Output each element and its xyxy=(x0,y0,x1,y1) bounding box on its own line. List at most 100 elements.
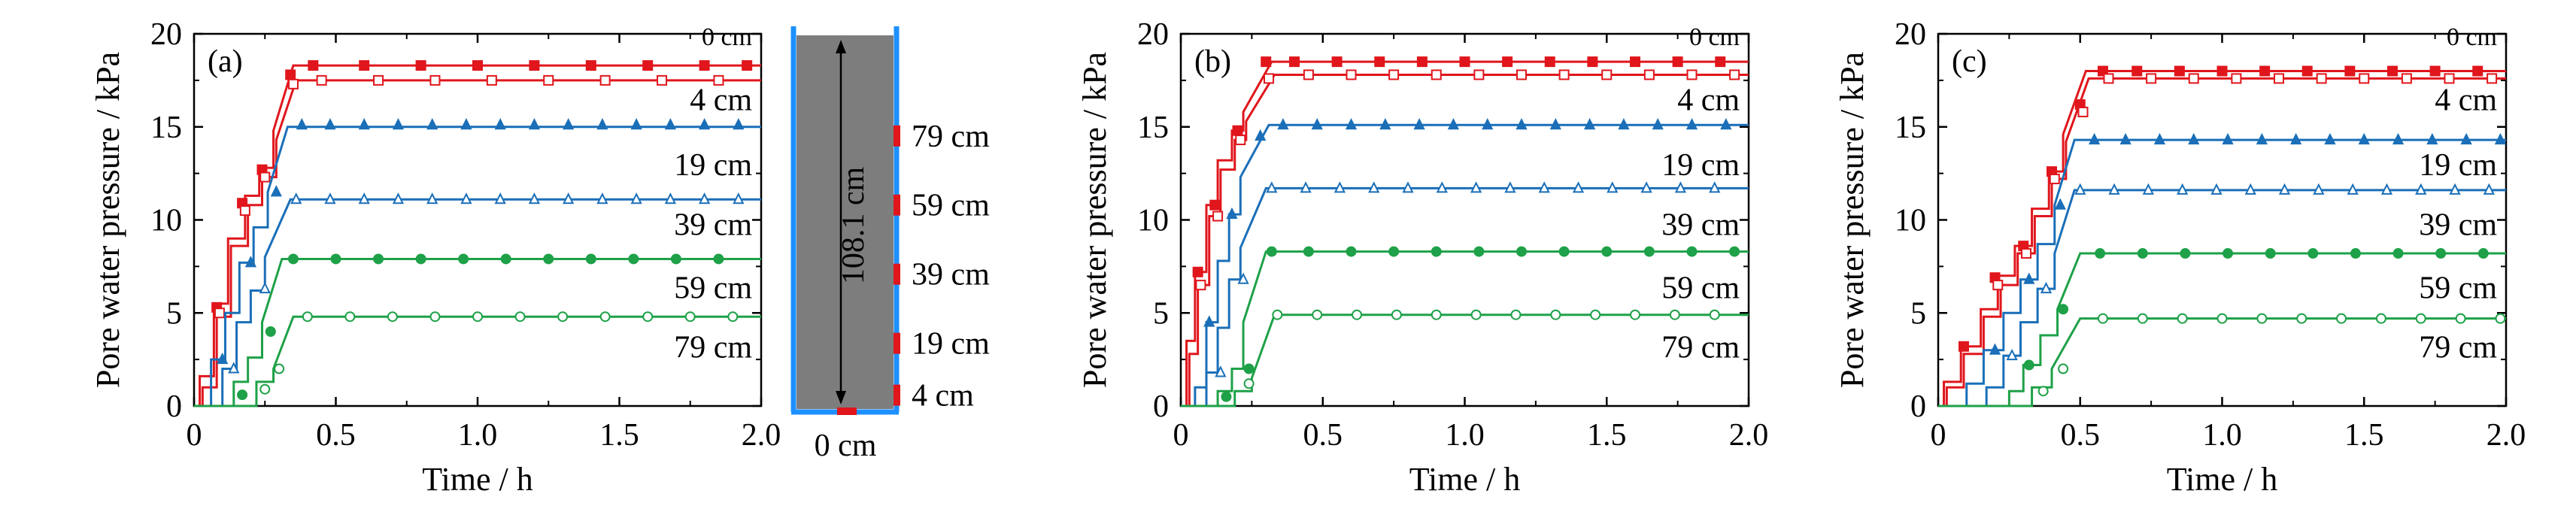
triangle-filled-marker xyxy=(2392,132,2405,145)
circle-open-marker xyxy=(642,311,654,323)
bottom-sensor-label: 0 cm xyxy=(815,429,877,463)
series-4-cm xyxy=(1181,69,1749,407)
square-open-marker xyxy=(429,74,441,86)
triangle-filled-marker xyxy=(296,118,308,130)
triangle-filled-marker xyxy=(2054,198,2066,210)
circle-open-marker xyxy=(302,311,313,323)
circle-filled-marker xyxy=(287,253,299,265)
circle-open-marker xyxy=(1431,309,1442,320)
series-label: 79 cm xyxy=(674,331,752,365)
circle-filled-marker xyxy=(2223,248,2234,259)
triangle-filled-marker xyxy=(664,118,676,130)
x-tick-label: 2.0 xyxy=(2486,418,2526,453)
circle-open-marker xyxy=(727,311,739,323)
triangle-filled-marker xyxy=(1652,118,1664,130)
y-tick-label: 20 xyxy=(1137,17,1169,52)
panel-label: (a) xyxy=(208,44,243,79)
triangle-open-marker xyxy=(664,192,676,204)
square-filled-marker xyxy=(1587,56,1598,68)
arrow-head-bottom xyxy=(836,391,846,404)
series-line xyxy=(194,79,761,407)
triangle-open-marker xyxy=(2415,183,2427,195)
triangle-filled-marker xyxy=(2494,132,2507,145)
triangle-filled-marker xyxy=(2290,132,2302,145)
circle-open-marker xyxy=(1470,309,1482,320)
triangle-open-marker xyxy=(2244,183,2256,195)
x-tick-label: 2.0 xyxy=(742,418,781,453)
circle-filled-marker xyxy=(1516,246,1527,257)
sensor-labels: 79 cm 59 cm 39 cm 19 cm 4 cm xyxy=(912,120,990,413)
y-tick-label: 10 xyxy=(1137,204,1169,238)
circle-open-marker xyxy=(1510,309,1522,320)
square-open-marker xyxy=(1516,69,1527,80)
triangle-open-marker xyxy=(2380,183,2393,195)
circle-open-marker xyxy=(1391,309,1402,320)
circle-filled-marker xyxy=(1558,246,1570,257)
x-tick-label: 1.5 xyxy=(2344,418,2384,453)
triangle-filled-marker xyxy=(630,118,642,130)
sensor-mark xyxy=(894,263,900,285)
circle-open-marker xyxy=(1630,309,1640,320)
series-line xyxy=(194,126,761,407)
triangle-filled-marker xyxy=(2222,132,2234,145)
square-filled-marker xyxy=(585,60,596,71)
triangle-filled-marker xyxy=(1277,118,1289,130)
triangle-open-marker xyxy=(733,192,745,204)
square-filled-marker xyxy=(1261,56,1272,68)
square-open-marker xyxy=(373,74,384,86)
triangle-filled-marker xyxy=(1413,118,1425,130)
square-open-marker xyxy=(2231,73,2242,84)
y-tick-label: 15 xyxy=(1137,111,1169,145)
square-filled-marker xyxy=(2387,65,2398,77)
triangle-open-marker xyxy=(2483,183,2495,195)
triangle-open-marker xyxy=(494,192,506,204)
x-tick-label: 1.5 xyxy=(599,418,639,453)
sensor-marks xyxy=(894,125,900,406)
panel-label: (c) xyxy=(1952,44,1987,79)
series-4-cm xyxy=(1938,73,2506,407)
triangle-open-marker xyxy=(1402,181,1414,193)
triangle-open-marker xyxy=(1334,181,1346,193)
triangle-open-marker xyxy=(460,192,472,204)
y-tick-label: 5 xyxy=(166,296,182,331)
series-0-cm xyxy=(194,60,761,407)
square-open-marker xyxy=(2146,73,2157,84)
circle-filled-marker xyxy=(1601,246,1613,257)
y-tick-label: 10 xyxy=(150,204,182,238)
circle-open-marker xyxy=(429,311,441,323)
circle-open-marker xyxy=(1709,309,1720,320)
series-label: 0 cm xyxy=(1689,23,1740,51)
triangle-filled-marker xyxy=(270,185,282,197)
circle-open-marker xyxy=(684,311,696,323)
circle-filled-marker xyxy=(1431,246,1442,257)
circle-open-marker xyxy=(2177,313,2188,324)
triangle-open-marker xyxy=(1266,181,1278,193)
circle-open-marker xyxy=(514,311,526,323)
circle-filled-marker xyxy=(2180,248,2191,259)
series-59-cm xyxy=(1938,248,2506,407)
triangle-filled-marker xyxy=(1685,118,1698,130)
square-filled-marker xyxy=(2174,65,2185,77)
square-filled-marker xyxy=(415,60,426,71)
series-line xyxy=(194,64,761,407)
square-open-marker xyxy=(1431,69,1442,80)
triangle-open-marker xyxy=(259,281,271,294)
triangle-open-marker xyxy=(1436,181,1448,193)
square-filled-marker xyxy=(642,60,654,71)
circle-filled-marker xyxy=(265,326,276,337)
x-tick-label: 1.0 xyxy=(2202,418,2242,453)
y-tick-label: 0 xyxy=(1153,389,1169,424)
x-tick-label: 1.0 xyxy=(458,418,498,453)
triangle-filled-marker xyxy=(1516,118,1528,130)
square-open-marker xyxy=(1992,280,2004,291)
series-19-cm xyxy=(1938,132,2507,407)
triangle-filled-marker xyxy=(1482,118,1494,130)
series-label: 59 cm xyxy=(2419,271,2497,305)
triangle-open-marker xyxy=(228,362,240,374)
circle-filled-marker xyxy=(330,253,341,265)
x-tick-label: 0 xyxy=(1173,418,1189,453)
sensor-label: 19 cm xyxy=(912,327,990,362)
circle-filled-marker xyxy=(373,253,384,265)
square-open-marker xyxy=(316,74,327,86)
triangle-open-marker xyxy=(1470,181,1482,193)
